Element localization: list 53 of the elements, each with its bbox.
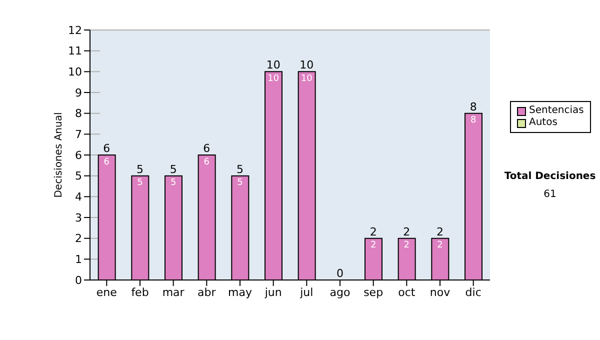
- total-label: 5: [136, 162, 144, 176]
- total-label: 5: [170, 162, 177, 176]
- y-tick-label: 10: [68, 66, 82, 79]
- x-tick-label: abr: [198, 286, 216, 299]
- data-label: 5: [237, 178, 243, 188]
- total-label: 2: [403, 225, 410, 238]
- x-tick-label: sep: [364, 286, 384, 299]
- total-label: 8: [470, 100, 477, 114]
- x-tick-label: jun: [264, 286, 282, 299]
- legend-label: Autos: [529, 117, 558, 129]
- text: 61: [542, 189, 558, 200]
- data-label: 10: [300, 74, 313, 84]
- y-tick-label: 4: [75, 190, 82, 204]
- x-tick-label: nov: [430, 286, 451, 299]
- total-label: 10: [266, 58, 280, 72]
- y-tick-label: 8: [75, 107, 82, 120]
- x-tick-label: dic: [465, 286, 482, 299]
- data-label: 5: [170, 178, 176, 188]
- y-tick-label: 0: [75, 274, 82, 287]
- y-tick-label: 11: [68, 44, 82, 58]
- data-label: 5: [137, 178, 143, 188]
- total-label: 5: [236, 162, 244, 176]
- x-tick-label: ene: [96, 286, 118, 299]
- data-label: 2: [404, 240, 410, 251]
- data-label: 10: [268, 74, 280, 84]
- data-label: 2: [437, 240, 443, 251]
- y-tick-label: 6: [75, 148, 82, 162]
- legend-label: Sentencias: [529, 105, 584, 117]
- total-label: 10: [300, 58, 314, 72]
- total-label: 2: [436, 225, 444, 238]
- y-tick-label: 7: [75, 128, 82, 142]
- y-tick-label: 9: [75, 86, 82, 100]
- data-label: 6: [104, 157, 110, 168]
- x-tick-label: jul: [299, 286, 314, 299]
- y-tick-label: 1: [75, 253, 82, 266]
- x-tick-label: may: [228, 286, 252, 299]
- total-label: 6: [103, 142, 110, 155]
- x-tick-label: oct: [398, 286, 416, 299]
- total-label: 0: [336, 267, 344, 280]
- x-tick-label: mar: [162, 286, 185, 299]
- total-label: 6: [203, 142, 210, 155]
- text: Total Decisiones: [503, 171, 597, 182]
- y-tick-label: 2: [75, 232, 82, 246]
- y-axis-title: Decisiones Anual: [54, 112, 65, 198]
- x-tick-label: feb: [131, 286, 149, 299]
- y-tick-label: 5: [75, 170, 82, 183]
- x-tick-label: ago: [330, 286, 350, 299]
- total-label: 2: [370, 225, 377, 238]
- data-label: 2: [370, 240, 376, 251]
- data-label: 6: [204, 157, 210, 168]
- y-tick-label: 3: [75, 211, 82, 224]
- data-label: 8: [470, 116, 476, 126]
- y-tick-label: 12: [68, 24, 82, 37]
